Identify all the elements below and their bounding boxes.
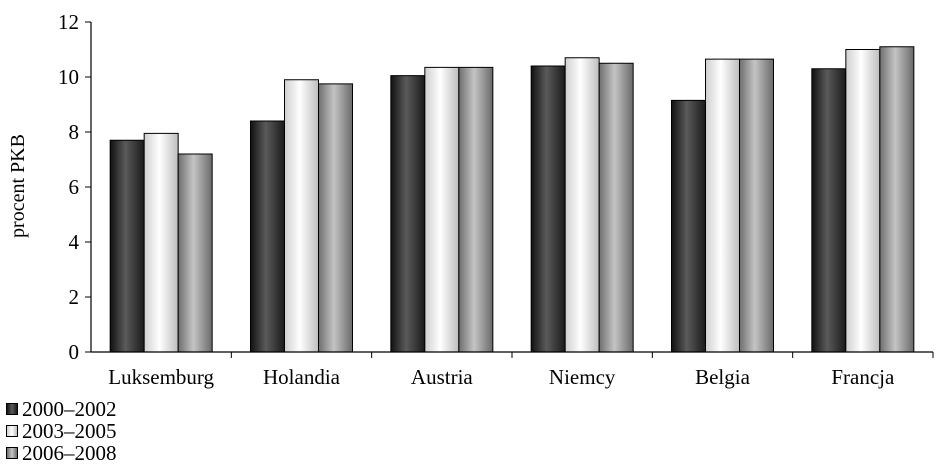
legend-item-3: 2006–2008: [6, 442, 117, 464]
bar-2-belgia: [705, 58, 740, 353]
legend-swatch-1: [6, 403, 18, 415]
legend-label-3: 2006–2008: [22, 441, 117, 465]
bar-2-francja: [845, 49, 881, 353]
bar-2-luksemburg: [143, 132, 179, 353]
x-tick-label: Holandia: [263, 365, 341, 389]
bar-1-niemcy: [530, 65, 566, 353]
legend-item-1: 2000–2002: [6, 398, 117, 420]
bar-2-niemcy: [564, 57, 600, 353]
y-tick-label: 6: [69, 175, 80, 199]
legend-swatch-3: [6, 447, 18, 459]
bar-3-francja: [879, 46, 915, 353]
bar-3-niemcy: [598, 62, 634, 353]
bar-1-holandia: [250, 120, 285, 353]
bar-chart: Luksemburg Holandia Austria Niemcy Belgia Fra…: [7, 10, 934, 389]
bar-3-belgia: [739, 58, 774, 353]
y-tick-label: 4: [69, 230, 80, 254]
bar-2-holandia: [284, 79, 319, 353]
y-tick-label: 2: [69, 285, 80, 309]
y-tick-label: 8: [69, 120, 80, 144]
x-tick-label: Austria: [411, 365, 474, 389]
bars-layer: [109, 46, 915, 353]
x-tick-label: Luksemburg: [108, 365, 214, 389]
bar-3-austria: [458, 66, 494, 353]
x-tick-label: Francja: [831, 365, 895, 389]
y-tick-label: 12: [58, 10, 79, 34]
legend: 2000–2002 2003–2005 2006–2008: [6, 398, 117, 464]
bar-3-luksemburg: [177, 153, 213, 353]
y-tick-label: 0: [69, 340, 80, 364]
legend-swatch-2: [6, 425, 18, 437]
bar-3-holandia: [318, 83, 353, 353]
x-tick-label: Belgia: [695, 365, 750, 389]
bar-1-austria: [390, 75, 426, 353]
legend-label-1: 2000–2002: [22, 397, 117, 421]
axes: Luksemburg Holandia Austria Niemcy Belgia Fra…: [58, 10, 934, 389]
bar-1-luksemburg: [109, 139, 145, 353]
bar-1-belgia: [671, 99, 706, 353]
bar-1-francja: [811, 68, 847, 353]
legend-label-2: 2003–2005: [22, 419, 117, 443]
y-tick-label: 10: [58, 65, 79, 89]
legend-item-2: 2003–2005: [6, 420, 117, 442]
x-tick-label: Niemcy: [549, 365, 616, 389]
y-axis-title: procent PKB: [7, 134, 29, 238]
bar-2-austria: [424, 66, 460, 353]
